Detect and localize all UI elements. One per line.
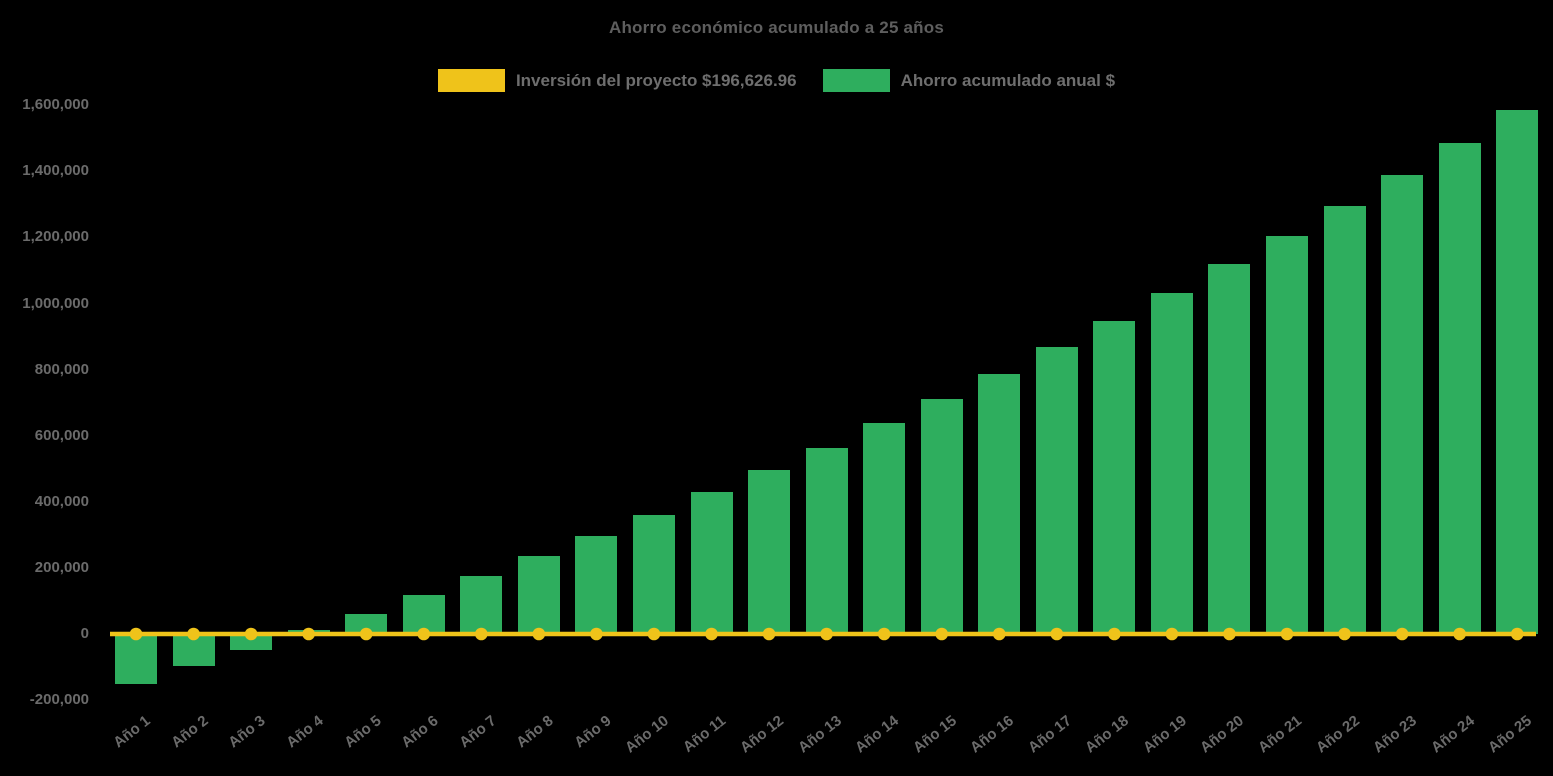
bar-ano-23[interactable] [1381,175,1424,634]
investment-marker-ano-20[interactable] [1223,627,1236,641]
investment-marker-ano-4[interactable] [302,627,315,641]
legend-item-savings[interactable]: Ahorro acumulado anual $ [822,69,1116,92]
investment-swatch-icon [437,69,505,92]
bar-ano-8[interactable] [517,556,560,634]
y-tick-label: 400,000 [34,492,89,510]
bar-ano-16[interactable] [978,374,1021,634]
investment-marker-ano-12[interactable] [762,627,776,641]
investment-marker-ano-1[interactable] [129,627,143,641]
investment-marker-ano-22[interactable] [1338,627,1351,641]
savings-swatch-icon [822,69,890,92]
investment-marker-ano-15[interactable] [935,627,948,641]
investment-marker-ano-23[interactable] [1395,627,1409,641]
investment-marker-ano-8[interactable] [532,627,546,641]
y-tick-label: 1,400,000 [22,162,89,180]
investment-marker-ano-16[interactable] [992,627,1006,641]
y-tick-label: 800,000 [34,360,89,378]
bar-ano-6[interactable] [402,595,445,634]
bar-ano-17[interactable] [1035,347,1078,634]
bar-ano-19[interactable] [1150,293,1193,634]
bar-ano-21[interactable] [1266,236,1308,634]
y-tick-label: 600,000 [34,426,89,444]
bar-ano-10[interactable] [632,514,675,634]
bar-ano-15[interactable] [920,399,963,634]
bar-ano-1[interactable] [115,634,157,684]
y-tick-label: 0 [80,625,89,642]
investment-marker-ano-13[interactable] [820,627,833,641]
investment-marker-ano-7[interactable] [475,627,488,641]
legend-label-investment: Inversión del proyecto $196,626.96 [515,70,797,90]
investment-marker-ano-24[interactable] [1453,627,1466,641]
investment-marker-ano-9[interactable] [590,627,603,641]
investment-marker-ano-11[interactable] [705,627,718,641]
bar-ano-24[interactable] [1438,143,1481,634]
investment-marker-ano-6[interactable] [417,627,431,641]
y-tick-label: 1,200,000 [22,228,89,246]
bar-ano-25[interactable] [1496,110,1539,634]
bar-ano-20[interactable] [1208,264,1251,634]
bar-ano-9[interactable] [575,536,618,634]
legend: Inversión del proyecto $196,626.96 Ahorr… [0,69,1553,92]
y-tick-label: 1,600,000 [22,96,89,114]
legend-label-savings: Ahorro acumulado anual $ [900,70,1116,90]
y-tick-label: 1,000,000 [22,294,89,312]
bar-ano-12[interactable] [748,470,791,634]
y-tick-label: 200,000 [34,558,89,576]
y-tick-label: -200,000 [29,691,89,709]
investment-marker-ano-19[interactable] [1165,627,1179,641]
bar-ano-5[interactable] [345,613,388,634]
investment-marker-ano-14[interactable] [877,627,891,641]
bar-ano-7[interactable] [460,576,503,634]
bar-ano-14[interactable] [863,423,906,634]
bar-ano-3[interactable] [230,634,273,651]
chart-title: Ahorro económico acumulado a 25 años [609,18,944,37]
investment-marker-ano-5[interactable] [359,627,373,641]
bar-ano-13[interactable] [805,447,848,634]
investment-marker-ano-25[interactable] [1510,627,1524,641]
investment-marker-ano-17[interactable] [1050,627,1064,641]
investment-marker-ano-3[interactable] [244,627,258,641]
bar-ano-18[interactable] [1093,321,1136,634]
legend-item-investment[interactable]: Inversión del proyecto $196,626.96 [437,69,797,92]
investment-marker-ano-18[interactable] [1108,627,1121,641]
bar-ano-11[interactable] [690,492,733,634]
investment-marker-ano-21[interactable] [1280,627,1294,641]
investment-marker-ano-2[interactable] [187,627,200,641]
investment-marker-ano-10[interactable] [647,627,661,641]
bar-ano-22[interactable] [1323,206,1366,634]
